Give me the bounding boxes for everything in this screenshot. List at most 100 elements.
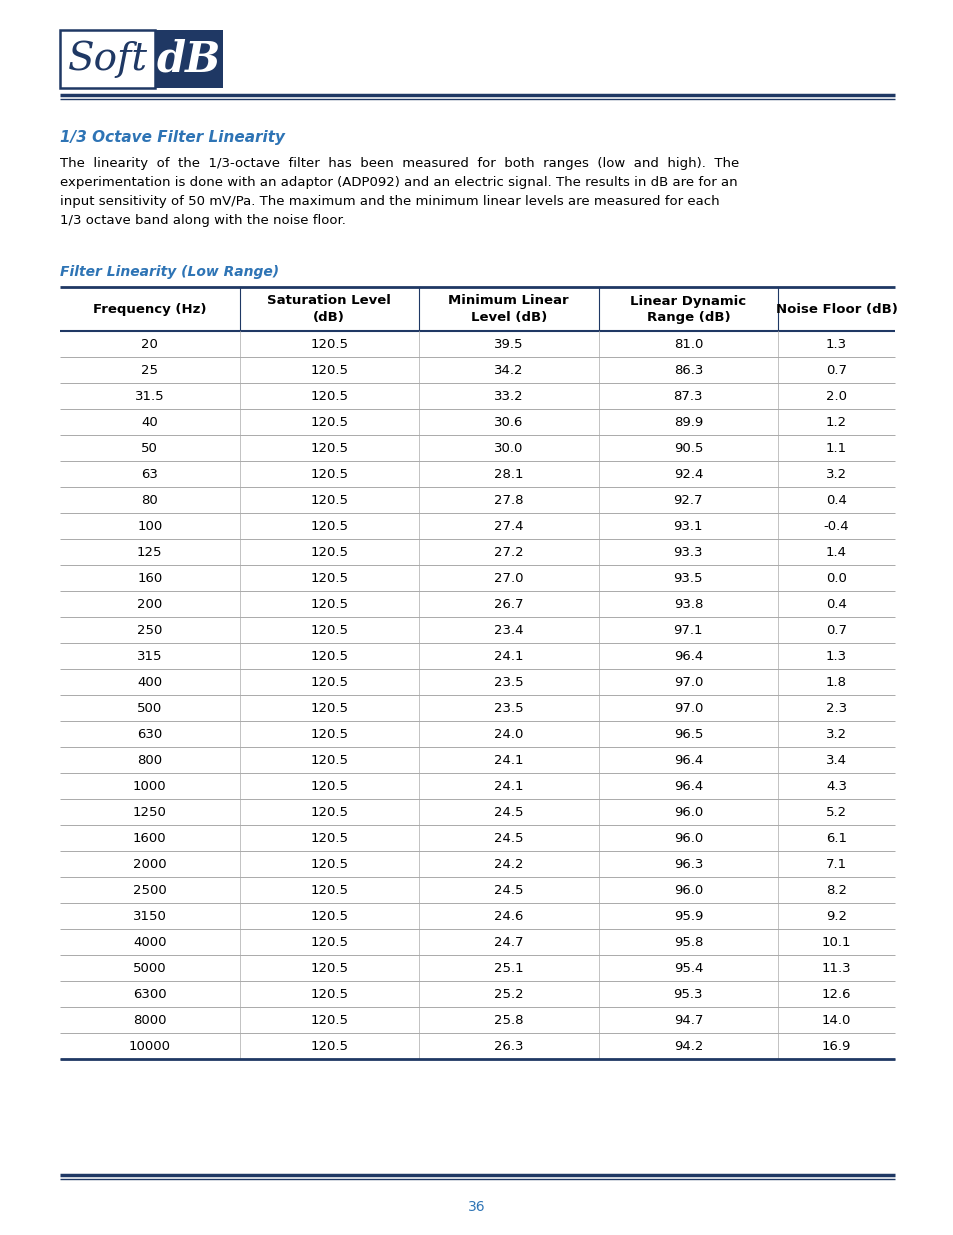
Text: Linear Dynamic
Range (dB): Linear Dynamic Range (dB): [630, 294, 745, 324]
Text: input sensitivity of 50 mV/Pa. The maximum and the minimum linear levels are mea: input sensitivity of 50 mV/Pa. The maxim…: [60, 195, 719, 207]
Text: 96.3: 96.3: [673, 857, 702, 871]
Text: 3.2: 3.2: [825, 727, 846, 741]
Text: 1000: 1000: [132, 779, 167, 793]
Text: 1.8: 1.8: [825, 676, 846, 688]
Bar: [60, 30, 154, 88]
Text: 120.5: 120.5: [310, 624, 348, 636]
Text: 28.1: 28.1: [494, 468, 523, 480]
Text: 800: 800: [137, 753, 162, 767]
Text: 120.5: 120.5: [310, 572, 348, 584]
Text: 200: 200: [137, 598, 162, 610]
Text: 120.5: 120.5: [310, 727, 348, 741]
Text: Saturation Level
(dB): Saturation Level (dB): [267, 294, 391, 324]
Text: 120.5: 120.5: [310, 805, 348, 819]
Text: -0.4: -0.4: [822, 520, 848, 532]
Text: 23.4: 23.4: [494, 624, 523, 636]
Text: 120.5: 120.5: [310, 468, 348, 480]
Text: 8.2: 8.2: [825, 883, 846, 897]
Text: 1/3 Octave Filter Linearity: 1/3 Octave Filter Linearity: [60, 130, 285, 144]
Text: 120.5: 120.5: [310, 1040, 348, 1052]
Text: 24.0: 24.0: [494, 727, 523, 741]
Text: 97.0: 97.0: [673, 701, 702, 715]
Text: 5000: 5000: [132, 962, 167, 974]
Text: Minimum Linear
Level (dB): Minimum Linear Level (dB): [448, 294, 569, 324]
Text: 93.5: 93.5: [673, 572, 702, 584]
Text: Frequency (Hz): Frequency (Hz): [92, 303, 206, 315]
Bar: [154, 30, 223, 88]
Text: 120.5: 120.5: [310, 676, 348, 688]
Text: 24.5: 24.5: [494, 831, 523, 845]
Text: 1.4: 1.4: [825, 546, 846, 558]
Text: 120.5: 120.5: [310, 415, 348, 429]
Text: 120.5: 120.5: [310, 546, 348, 558]
Text: 120.5: 120.5: [310, 883, 348, 897]
Text: 94.7: 94.7: [673, 1014, 702, 1026]
Text: 30.6: 30.6: [494, 415, 523, 429]
Text: 6300: 6300: [132, 988, 167, 1000]
Text: 25.1: 25.1: [494, 962, 523, 974]
Text: 96.0: 96.0: [673, 831, 702, 845]
Text: 400: 400: [137, 676, 162, 688]
Text: 120.5: 120.5: [310, 753, 348, 767]
Text: 120.5: 120.5: [310, 363, 348, 377]
Text: 50: 50: [141, 441, 158, 454]
Text: 120.5: 120.5: [310, 650, 348, 662]
Text: The  linearity  of  the  1/3-octave  filter  has  been  measured  for  both  ran: The linearity of the 1/3-octave filter h…: [60, 157, 739, 170]
Text: 1600: 1600: [132, 831, 167, 845]
Text: 12.6: 12.6: [821, 988, 850, 1000]
Text: 3.2: 3.2: [825, 468, 846, 480]
Text: 40: 40: [141, 415, 158, 429]
Text: 120.5: 120.5: [310, 962, 348, 974]
Text: 315: 315: [137, 650, 162, 662]
Text: 96.0: 96.0: [673, 883, 702, 897]
Text: 120.5: 120.5: [310, 494, 348, 506]
Text: 11.3: 11.3: [821, 962, 850, 974]
Text: 96.4: 96.4: [673, 753, 702, 767]
Text: 95.3: 95.3: [673, 988, 702, 1000]
Text: 10000: 10000: [129, 1040, 171, 1052]
Text: 160: 160: [137, 572, 162, 584]
Text: 630: 630: [137, 727, 162, 741]
Text: 31.5: 31.5: [134, 389, 165, 403]
Text: 8000: 8000: [132, 1014, 167, 1026]
Text: 120.5: 120.5: [310, 1014, 348, 1026]
Text: 120.5: 120.5: [310, 598, 348, 610]
Text: experimentation is done with an adaptor (ADP092) and an electric signal. The res: experimentation is done with an adaptor …: [60, 177, 737, 189]
Text: 120.5: 120.5: [310, 441, 348, 454]
Text: 120.5: 120.5: [310, 988, 348, 1000]
Text: 1250: 1250: [132, 805, 167, 819]
Text: 25.8: 25.8: [494, 1014, 523, 1026]
Text: 27.2: 27.2: [494, 546, 523, 558]
Text: 96.4: 96.4: [673, 779, 702, 793]
Text: 0.0: 0.0: [825, 572, 846, 584]
Text: 120.5: 120.5: [310, 520, 348, 532]
Text: 1.1: 1.1: [825, 441, 846, 454]
Text: 0.7: 0.7: [825, 363, 846, 377]
Text: 100: 100: [137, 520, 162, 532]
Text: 30.0: 30.0: [494, 441, 523, 454]
Text: 96.5: 96.5: [673, 727, 702, 741]
Text: 5.2: 5.2: [825, 805, 846, 819]
Text: 1.3: 1.3: [825, 337, 846, 351]
Text: 27.4: 27.4: [494, 520, 523, 532]
Text: 4.3: 4.3: [825, 779, 846, 793]
Text: 1/3 octave band along with the noise floor.: 1/3 octave band along with the noise flo…: [60, 214, 346, 227]
Text: 23.5: 23.5: [494, 676, 523, 688]
Text: 0.4: 0.4: [825, 598, 846, 610]
Text: 27.8: 27.8: [494, 494, 523, 506]
Text: 2.0: 2.0: [825, 389, 846, 403]
Text: 24.7: 24.7: [494, 935, 523, 948]
Text: 24.1: 24.1: [494, 779, 523, 793]
Text: 500: 500: [137, 701, 162, 715]
Text: 93.3: 93.3: [673, 546, 702, 558]
Text: 25: 25: [141, 363, 158, 377]
Text: 2000: 2000: [132, 857, 167, 871]
Text: 0.4: 0.4: [825, 494, 846, 506]
Text: 7.1: 7.1: [825, 857, 846, 871]
Text: 0.7: 0.7: [825, 624, 846, 636]
Text: 39.5: 39.5: [494, 337, 523, 351]
Text: 81.0: 81.0: [673, 337, 702, 351]
Text: 120.5: 120.5: [310, 701, 348, 715]
Text: 97.0: 97.0: [673, 676, 702, 688]
Text: 95.9: 95.9: [673, 909, 702, 923]
